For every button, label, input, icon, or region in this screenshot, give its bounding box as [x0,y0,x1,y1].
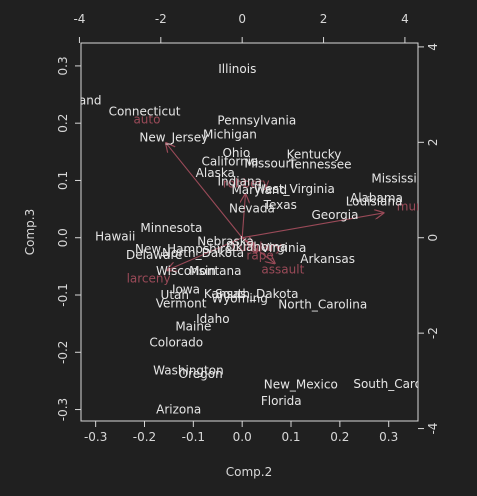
x-tick-label: -0.1 [182,430,205,444]
top-tick-label: -4 [73,12,85,26]
state-label-new-mexico: New_Mexico [264,377,338,391]
state-label-idaho: Idaho [196,312,229,326]
state-label-north-dakota: North_Dakota [162,246,244,260]
right-tick-label: 0 [426,234,440,242]
state-label-texas: Texas [263,198,297,212]
state-label-vermont: Vermont [156,297,207,311]
loading-vectors: autorobberymurderburglaryrapeassaultlarc… [127,112,441,285]
right-tick-label: -2 [426,327,440,339]
loading-label-robbery: robbery [223,176,270,190]
state-label-wisconsin: Wisconsin [156,264,216,278]
state-label-iowa: Iowa [172,282,200,296]
state-label-virginia: Virginia [261,241,306,255]
state-label-nebraska: Nebraska [197,235,254,249]
top-tick-label: -2 [155,12,167,26]
y-tick-label: 0.1 [56,171,70,190]
state-label-florida: Florida [261,394,302,408]
state-label-oklahoma: Oklahoma [226,240,287,254]
y-tick-label: -0.1 [56,283,70,306]
y-tick-label: -0.2 [56,341,70,364]
loading-label-assault: assault [261,263,304,277]
state-label-california: California [201,155,258,169]
y-axis-title: Comp.3 [23,209,37,255]
plot-frame [80,42,419,422]
loading-arrow-auto [166,143,243,239]
state-label-ohio: Ohio [222,146,250,160]
state-label-tennessee: Tennessee [288,157,352,171]
state-label-delaware: Delaware [126,248,183,262]
right-tick-label: 4 [426,43,440,51]
state-label-washington: Washington [153,364,224,378]
top-tick-label: 4 [401,12,409,26]
state-label-west-virginia: West_Virginia [254,182,335,196]
loading-label-auto: auto [133,112,160,126]
state-label-new-hampshire: New_Hampshire [135,242,232,256]
state-label-alaska: Alaska [196,166,235,180]
state-label-illinois: Illinois [218,62,256,76]
x-tick-label: 0.1 [281,430,300,444]
loading-arrow-robbery [242,194,245,238]
state-label-south-carolina: South_Carolina [353,377,443,391]
state-label-alabama: Alabama [350,191,403,205]
state-label-wyoming: Wyoming [212,291,268,305]
top-tick-label: 0 [238,12,246,26]
right-tick-label: -4 [426,423,440,435]
x-axis-title: Comp.2 [226,465,272,479]
state-label-maine: Maine [175,320,211,334]
x-tick-label: -0.2 [133,430,156,444]
state-label-pennsylvania: Pennsylvania [217,113,296,127]
observation-labels: Illinois Rhode_Island Connecticut Pennsylva… [21,62,443,417]
state-label-minnesota: Minnesota [140,221,202,235]
state-label-arizona: Arizona [156,403,201,417]
state-label-rhode-island: Rhode_Island [21,93,101,107]
state-label-maryland: Maryland [231,183,287,197]
state-label-connecticut: Connecticut [109,105,181,119]
y-tick-label: 0.2 [56,114,70,133]
state-label-new-jersey: New_Jersey [139,131,208,145]
y-tick-label: -0.3 [56,398,70,421]
loading-arrow-larceny [167,237,243,270]
state-label-nevada: Nevada [229,202,275,216]
state-label-kansas: Kansas [204,287,246,301]
state-label-kentucky: Kentucky [287,148,342,162]
loading-arrow-assault [241,237,275,264]
state-label-georgia: Georgia [311,208,358,222]
state-label-louisiana: Louisiana [346,195,403,209]
state-label-michigan: Michigan [203,128,257,142]
loading-label-murder: murder [397,200,441,214]
x-tick-label: -0.3 [84,430,107,444]
state-label-missouri: Missouri [244,156,293,170]
x-tick-label: 0.2 [330,430,349,444]
loading-arrow-murder [242,213,383,239]
state-label-colorado: Colorado [149,336,203,350]
state-label-utah: Utah [161,288,189,302]
x-tick-label: 0.0 [233,430,252,444]
y-tick-label: 0.0 [56,228,70,247]
top-tick-label: 2 [320,12,328,26]
state-label-montana: Montana [189,264,241,278]
axes: -0.3 -0.2 -0.1 0.0 0.1 0.2 0.3 -0.3 -0.2 -0.1 0.0 0… [56,12,440,444]
state-label-arkansas: Arkansas [300,252,355,266]
state-label-north-carolina: North_Carolina [278,298,367,312]
state-label-mississippi: Mississippi [371,172,435,186]
right-tick-label: 2 [426,138,440,146]
state-label-south-dakota: South_Dakota [215,287,298,301]
y-tick-label: 0.3 [56,56,70,75]
state-label-hawaii: Hawaii [95,230,135,244]
state-label-oregon: Oregon [179,367,223,381]
state-label-indiana: Indiana [218,175,262,189]
loading-label-larceny: larceny [127,271,171,285]
x-tick-label: 0.3 [379,430,398,444]
